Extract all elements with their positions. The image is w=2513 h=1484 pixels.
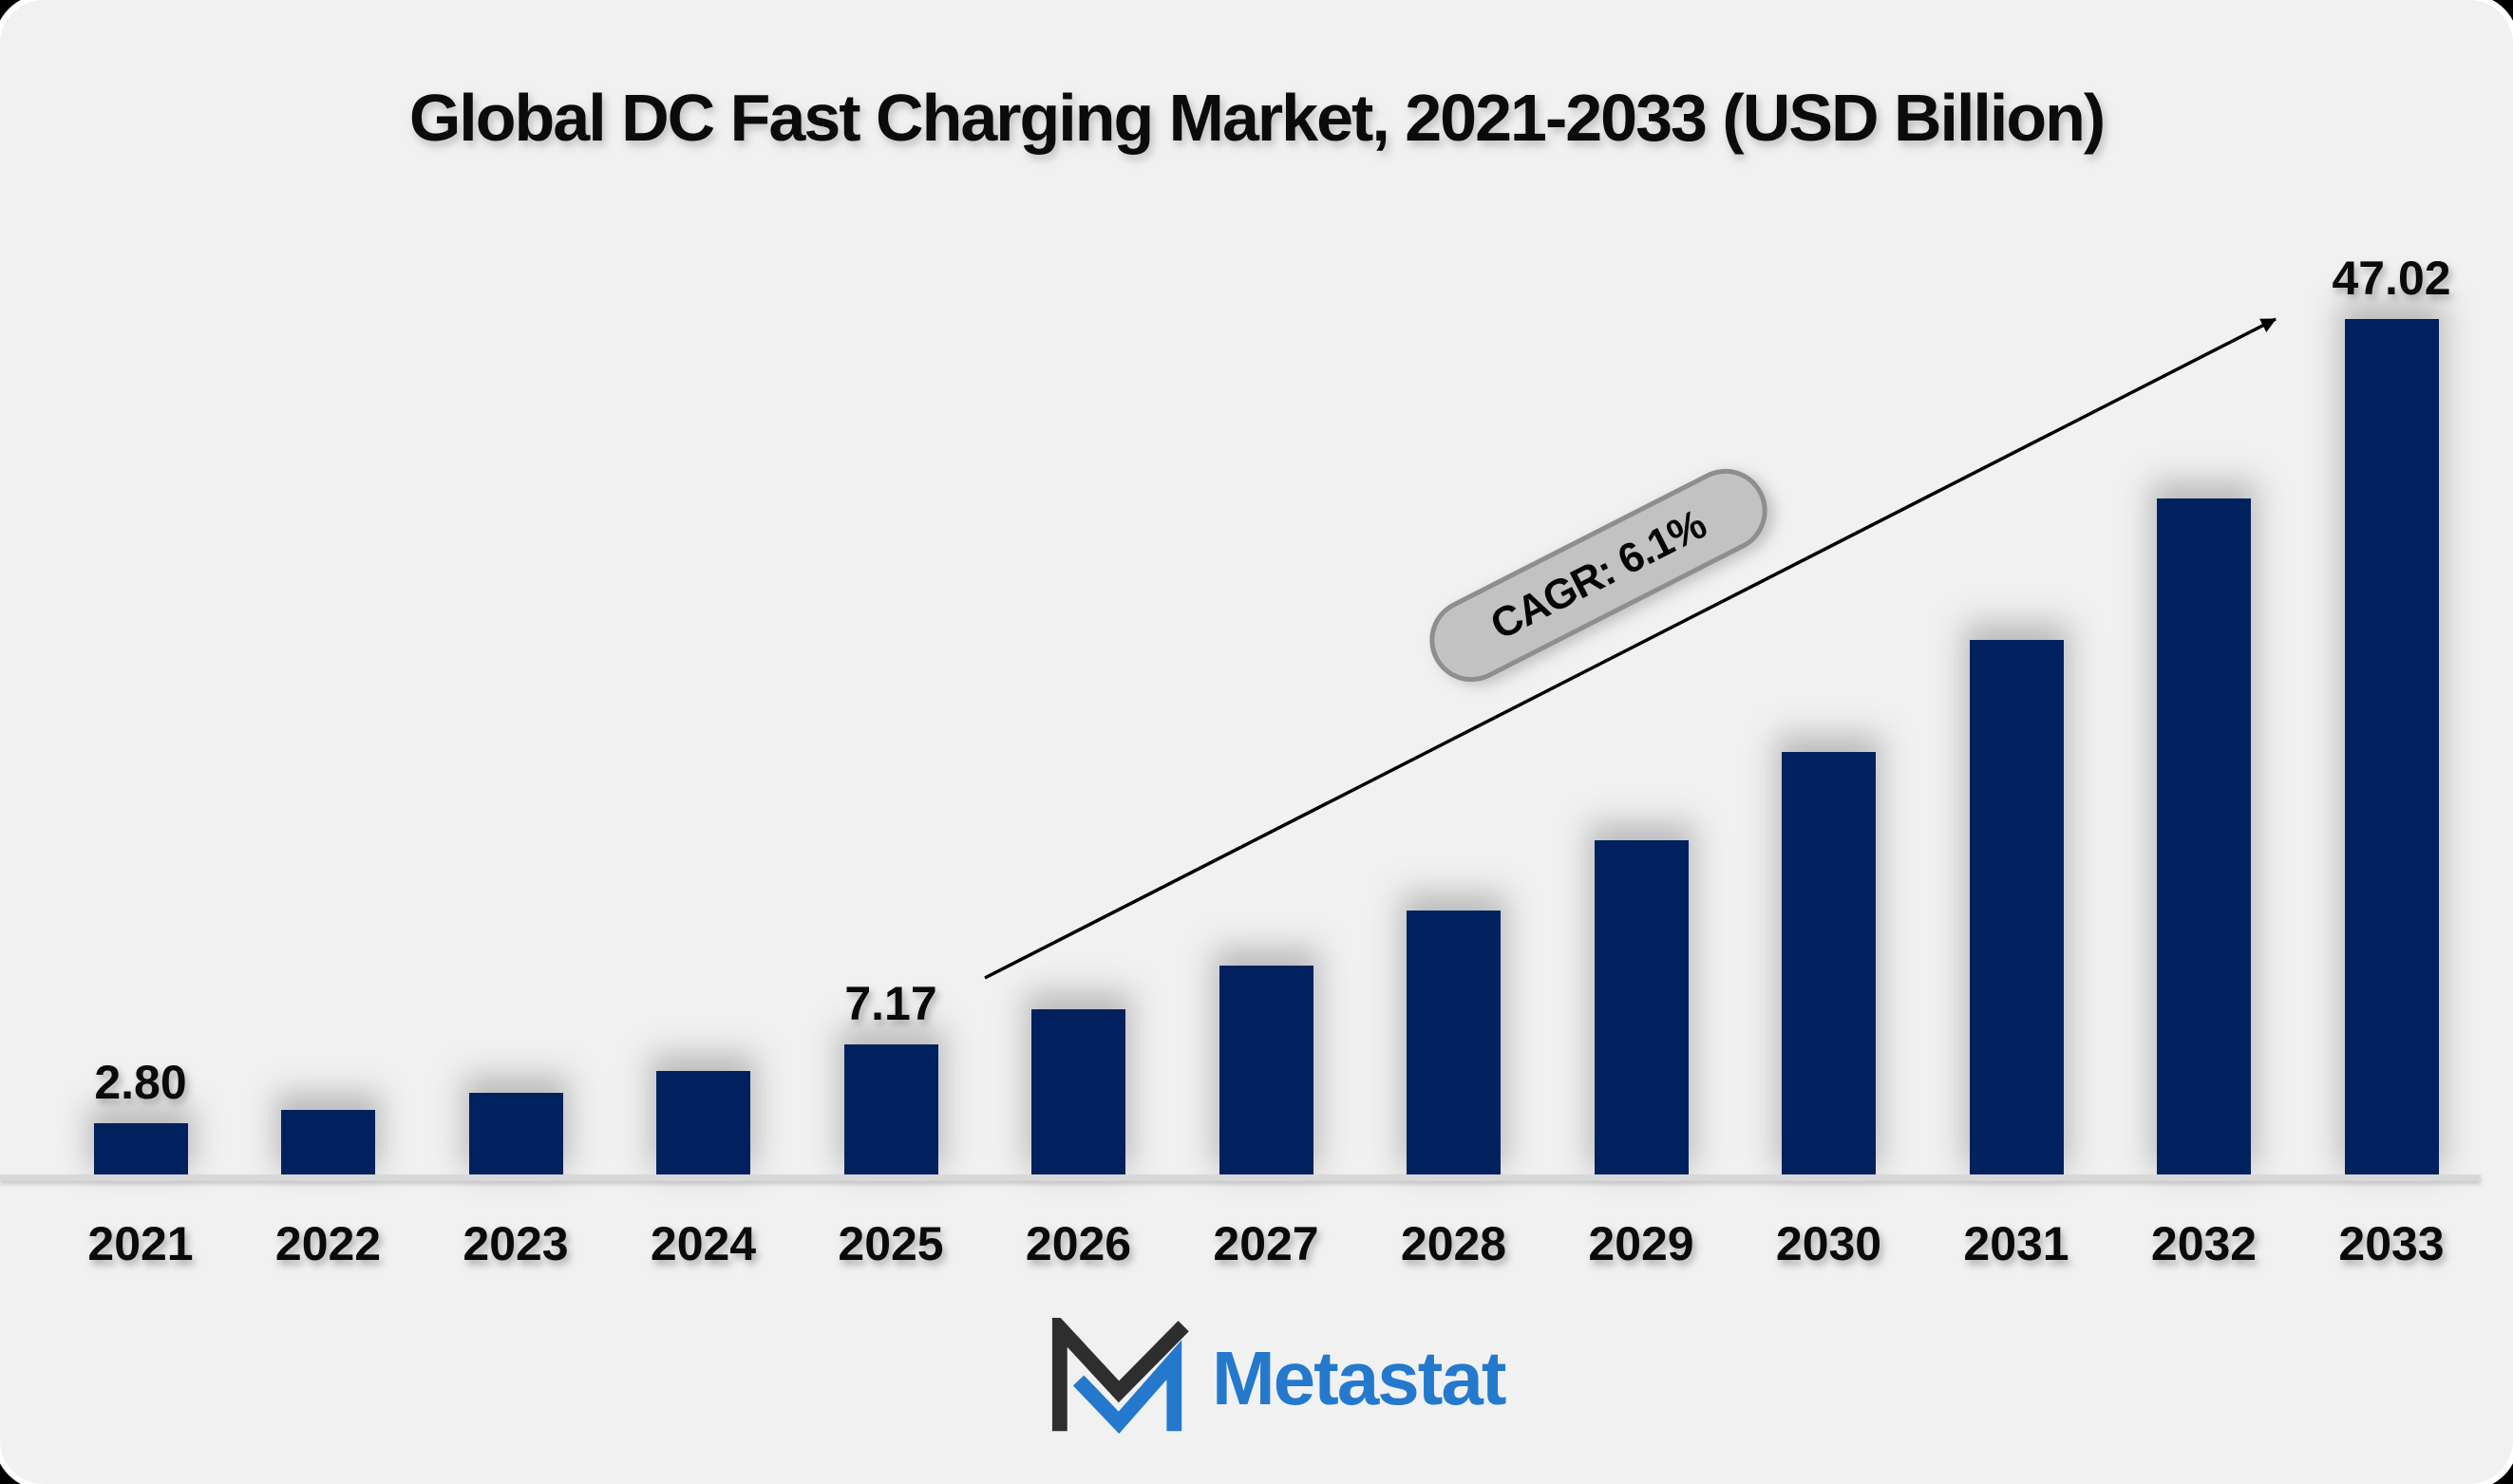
bar-2023	[468, 1093, 563, 1174]
metastat-logo-icon	[1051, 1318, 1189, 1434]
x-axis-label-2033: 2033	[2338, 1217, 2445, 1270]
x-axis-label-2021: 2021	[87, 1217, 194, 1270]
x-axis-label-2030: 2030	[1775, 1217, 1882, 1270]
x-axis-label-2022: 2022	[274, 1217, 382, 1270]
bar-2031	[1969, 640, 2064, 1174]
bar-2021	[93, 1123, 188, 1174]
bar-2025	[843, 1044, 938, 1174]
x-axis-label-2032: 2032	[2150, 1217, 2258, 1270]
x-axis-label-2026: 2026	[1025, 1217, 1132, 1270]
x-axis-label-2031: 2031	[1963, 1217, 2069, 1270]
bar-2026	[1031, 1009, 1125, 1174]
bar-2030	[1782, 752, 1876, 1174]
bar-2024	[656, 1071, 750, 1174]
bar-2027	[1219, 966, 1313, 1174]
x-axis-label-2024: 2024	[650, 1217, 757, 1270]
bar-2022	[281, 1110, 375, 1174]
x-axis-label-2025: 2025	[838, 1217, 944, 1270]
chart-title: Global DC Fast Charging Market, 2021-203…	[408, 81, 2106, 155]
x-axis-label-2029: 2029	[1588, 1217, 1694, 1270]
brand-name: Metastat	[1212, 1336, 1507, 1420]
bar-2033	[2344, 319, 2439, 1174]
bar-value-label-2033: 47.02	[2332, 252, 2451, 305]
bar-value-label-2021: 2.80	[94, 1056, 187, 1109]
bar-value-label-2025: 7.17	[844, 977, 937, 1030]
x-axis-label-2028: 2028	[1400, 1217, 1507, 1270]
brand-logo: Metastat	[1047, 1316, 1507, 1436]
bar-2032	[2157, 498, 2251, 1174]
bar-2028	[1407, 911, 1501, 1174]
x-axis-line	[0, 1174, 2481, 1181]
bar-2029	[1594, 840, 1689, 1174]
x-axis-label-2023: 2023	[463, 1217, 569, 1270]
x-axis-label-2027: 2027	[1213, 1217, 1319, 1270]
